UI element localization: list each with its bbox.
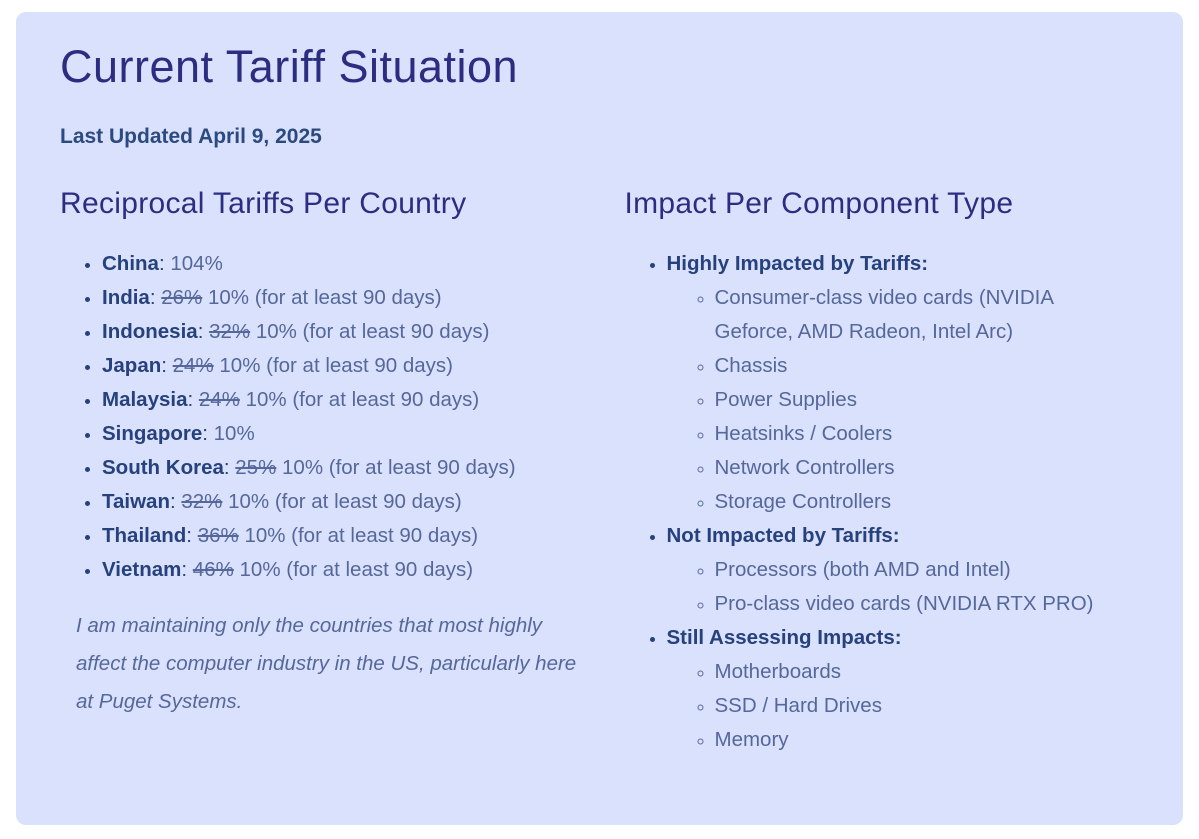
country-name: Vietnam: [102, 557, 182, 581]
separator: :: [186, 523, 192, 547]
tariffs-section-heading: Reciprocal Tariffs Per Country: [60, 187, 467, 220]
separator: :: [169, 489, 176, 513]
impact-section-heading: Impact Per Component Type: [624, 187, 1014, 220]
separator: :: [202, 421, 208, 445]
country-name: Malaysia: [102, 387, 188, 411]
current-rate: 10% (for at least 90 days): [228, 489, 462, 513]
impact-sublist-highly-impacted: Consumer-class video cards (NVIDIA Gefor…: [667, 281, 1156, 519]
current-rate: 10%: [213, 421, 255, 445]
previous-rate: 24%: [172, 353, 214, 377]
impact-item: Processors (both AMD and Intel): [715, 553, 1125, 587]
impact-item: SSD / Hard Drives: [715, 689, 1125, 723]
current-rate: 10% (for at least 90 days): [219, 353, 453, 377]
impact-sublist-not-impacted: Processors (both AMD and Intel) Pro-clas…: [667, 553, 1156, 621]
previous-rate: 46%: [192, 557, 234, 581]
tariff-item-japan: Japan: 24% 10% (for at least 90 days): [102, 349, 591, 383]
current-rate: 10% (for at least 90 days): [282, 455, 516, 479]
impact-item: Memory: [715, 723, 1125, 757]
country-name: Taiwan: [102, 489, 170, 513]
separator: :: [149, 285, 156, 309]
previous-rate: 32%: [209, 319, 251, 343]
impact-item: Heatsinks / Coolers: [715, 417, 1125, 451]
previous-rate: 25%: [235, 455, 277, 479]
impact-group-label: Not Impacted by Tariffs:: [666, 523, 900, 547]
separator: :: [197, 319, 204, 343]
country-name: Thailand: [102, 523, 187, 547]
tariff-list: China: 104% India: 26% 10% (for at least…: [60, 247, 591, 587]
tariff-item-india: India: 26% 10% (for at least 90 days): [102, 281, 591, 315]
current-rate: 10% (for at least 90 days): [245, 387, 480, 411]
previous-rate: 24%: [198, 387, 240, 411]
separator: :: [187, 387, 194, 411]
page-title: Current Tariff Situation: [60, 41, 519, 92]
tariff-item-thailand: Thailand: 36% 10% (for at least 90 days): [102, 519, 591, 553]
tariff-situation-card: Current Tariff Situation Last Updated Ap…: [16, 12, 1183, 825]
section-component-impact: Impact Per Component Type Highly Impacte…: [625, 187, 1156, 757]
last-updated-text: Last Updated April 9, 2025: [60, 125, 322, 148]
impact-item: Network Controllers: [715, 451, 1125, 485]
previous-rate: 32%: [181, 489, 223, 513]
tariff-item-china: China: 104%: [102, 247, 591, 281]
separator: :: [181, 557, 188, 581]
impact-group-not-impacted: Not Impacted by Tariffs: Processors (bot…: [667, 519, 1156, 621]
country-name: Japan: [102, 353, 162, 377]
tariff-item-singapore: Singapore: 10%: [102, 417, 591, 451]
impact-item: Motherboards: [715, 655, 1125, 689]
current-rate: 10% (for at least 90 days): [244, 523, 479, 547]
tariff-item-vietnam: Vietnam: 46% 10% (for at least 90 days): [102, 553, 591, 587]
country-name: China: [102, 251, 159, 275]
impact-group-highly-impacted: Highly Impacted by Tariffs: Consumer-cla…: [667, 247, 1156, 519]
tariff-item-malaysia: Malaysia: 24% 10% (for at least 90 days): [102, 383, 591, 417]
tariff-item-south-korea: South Korea: 25% 10% (for at least 90 da…: [102, 451, 591, 485]
maintenance-note: I am maintaining only the countries that…: [76, 613, 577, 713]
impact-item: Storage Controllers: [715, 485, 1125, 519]
impact-list: Highly Impacted by Tariffs: Consumer-cla…: [625, 247, 1156, 757]
impact-sublist-still-assessing: Motherboards SSD / Hard Drives Memory: [667, 655, 1156, 757]
section-reciprocal-tariffs: Reciprocal Tariffs Per Country China: 10…: [60, 187, 591, 757]
content-columns: Reciprocal Tariffs Per Country China: 10…: [60, 187, 1155, 757]
current-rate: 104%: [170, 251, 223, 275]
previous-rate: 36%: [197, 523, 239, 547]
country-name: India: [102, 285, 150, 309]
tariff-item-indonesia: Indonesia: 32% 10% (for at least 90 days…: [102, 315, 591, 349]
separator: :: [161, 353, 167, 377]
country-name: Indonesia: [102, 319, 198, 343]
separator: :: [158, 251, 165, 275]
impact-group-label: Highly Impacted by Tariffs:: [666, 251, 929, 275]
impact-item: Pro-class video cards (NVIDIA RTX PRO): [715, 587, 1125, 621]
impact-item: Power Supplies: [715, 383, 1125, 417]
impact-group-still-assessing: Still Assessing Impacts: Motherboards SS…: [667, 621, 1156, 757]
separator: :: [223, 455, 230, 479]
impact-item: Consumer-class video cards (NVIDIA Gefor…: [715, 281, 1125, 349]
tariff-item-taiwan: Taiwan: 32% 10% (for at least 90 days): [102, 485, 591, 519]
current-rate: 10% (for at least 90 days): [239, 557, 474, 581]
current-rate: 10% (for at least 90 days): [207, 285, 442, 309]
current-rate: 10% (for at least 90 days): [255, 319, 490, 343]
previous-rate: 26%: [161, 285, 203, 309]
impact-group-label: Still Assessing Impacts:: [666, 625, 902, 649]
country-name: Singapore: [102, 421, 203, 445]
country-name: South Korea: [102, 455, 224, 479]
impact-item: Chassis: [715, 349, 1125, 383]
